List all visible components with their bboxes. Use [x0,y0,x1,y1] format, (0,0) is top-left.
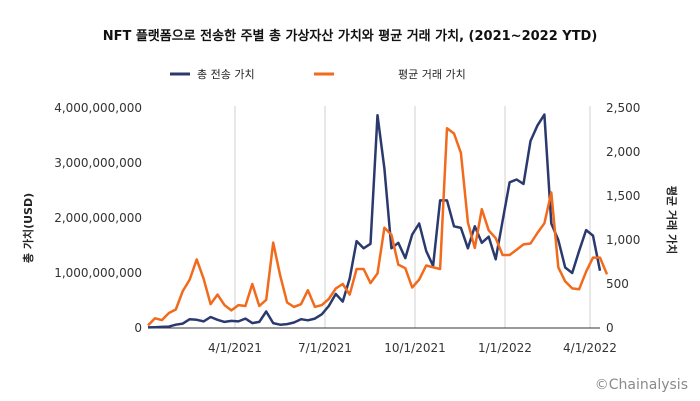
left-axis-label: 총 가치(USD) [21,193,35,263]
series-line-avg-value [147,126,609,327]
right-axis-ticks: 0 500 1,000 1,500 2,000 2,500 [606,101,640,335]
x-tick-label: 4/1/2022 [563,341,617,355]
series-line-total-value [147,113,602,329]
chainalysis-credit: ©Chainalysis [595,377,688,393]
right-y-tick-label: 0 [606,321,614,335]
right-y-tick-label: 2,500 [606,101,640,115]
vertical-gridlines [234,106,591,328]
right-y-tick-label: 1,500 [606,189,640,203]
left-axis-ticks: 0 1,000,000,000 2,000,000,000 3,000,000,000… [54,101,142,335]
x-tick-label: 10/1/2021 [384,341,446,355]
legend: 총 전송 가치 평균 거래 가치 [170,68,466,81]
chart-title: NFT 플랫폼으로 전송한 주별 총 가상자산 가치와 평균 거래 가치, (2… [103,28,598,44]
x-tick-label: 1/1/2022 [478,341,532,355]
left-y-tick-label: 4,000,000,000 [54,101,142,115]
right-y-tick-label: 500 [606,277,629,291]
x-tick-label: 7/1/2021 [298,341,352,355]
x-tick-label: 4/1/2021 [208,341,262,355]
x-axis-ticks: 4/1/2021 7/1/2021 10/1/2021 1/1/2022 4/1/202… [208,341,617,355]
left-y-tick-label: 2,000,000,000 [54,211,142,225]
right-y-tick-label: 1,000 [606,233,640,247]
right-y-tick-label: 2,000 [606,145,640,159]
left-y-tick-label: 1,000,000,000 [54,266,142,280]
right-axis-label: 평균 거래 가치 [665,186,679,254]
left-y-tick-label: 3,000,000,000 [54,156,142,170]
left-y-tick-label: 0 [134,321,142,335]
legend-label-avg-value: 평균 거래 가치 [398,68,466,81]
legend-label-total-value: 총 전송 가치 [197,68,255,81]
